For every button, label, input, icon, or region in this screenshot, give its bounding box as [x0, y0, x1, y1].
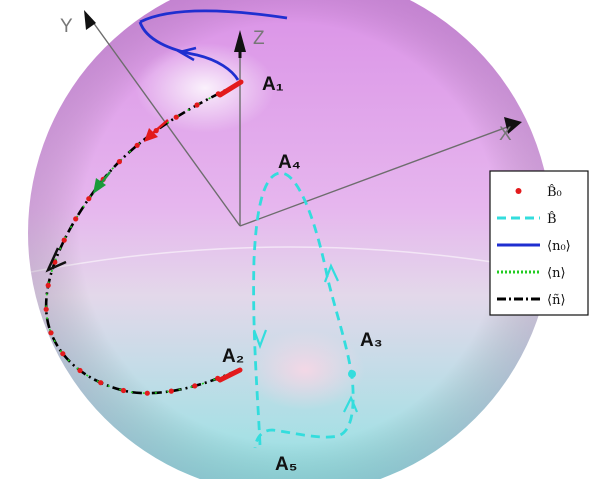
point-label-a5: A₅ [275, 454, 297, 475]
green-direction-arrow [93, 178, 106, 194]
sphere [28, 0, 552, 479]
point-label-a2: A₂ [222, 346, 244, 367]
n0-direction-arrow [176, 46, 197, 62]
b0-dot [215, 91, 221, 97]
legend: B̂₀ B̂ ⟨n₀⟩ ⟨n⟩ ⟨ñ⟩ [489, 170, 589, 316]
z-axis-arrowhead [234, 30, 246, 52]
b0-dot [43, 306, 49, 312]
b-hat-arrow-right [323, 263, 339, 283]
red-direction-arrow [144, 128, 158, 142]
b0-start-segment [217, 79, 244, 98]
b0-dot [45, 282, 51, 288]
b0-dot [215, 375, 221, 381]
a3-marker [348, 370, 356, 378]
legend-label-b-hat: B̂ [547, 211, 557, 227]
b0-dot [48, 330, 54, 336]
b0-dot [61, 237, 67, 243]
b0-dot [173, 114, 179, 120]
x-axis-arrowhead [504, 117, 522, 134]
legend-label-n-avg: ⟨n⟩ [547, 266, 566, 281]
z-axis-label: Z [253, 28, 265, 49]
y-axis-arrowhead [84, 10, 96, 30]
b0-dot [77, 367, 83, 374]
b-hat-arrow-left [252, 329, 268, 350]
b0-dot [192, 383, 198, 389]
legend-item-b-hat: B̂ [497, 211, 557, 227]
b-hat-arrow-bottom [343, 395, 359, 413]
b0-dot [98, 380, 104, 386]
point-label-a1: A₁ [262, 74, 284, 95]
legend-box [489, 170, 589, 316]
black-direction-arrow [45, 247, 67, 273]
legend-item-b0-hat: B̂₀ [515, 184, 562, 200]
b0-dot [116, 159, 122, 165]
point-label-a4: A₄ [278, 152, 301, 173]
b0-dot [86, 196, 92, 202]
x-axis-label: X [499, 124, 512, 145]
legend-item-n-tilde-avg: ⟨ñ⟩ [497, 293, 566, 308]
legend-label-n-tilde-avg: ⟨ñ⟩ [547, 293, 566, 308]
b0-dot [144, 390, 150, 396]
b0-dot [134, 142, 140, 148]
b0-dot [60, 351, 66, 357]
legend-swatch-b0-hat [515, 188, 522, 194]
legend-items: B̂₀ B̂ ⟨n₀⟩ ⟨n⟩ ⟨ñ⟩ [497, 184, 571, 308]
legend-label-b0-hat: B̂₀ [547, 184, 562, 200]
x-axis-line [239, 125, 511, 227]
n0-curve-top [139, 9, 288, 24]
y-axis-label: Y [60, 16, 73, 37]
b0-dot [120, 387, 127, 394]
b0-dot [168, 388, 174, 394]
b-hat-loop [252, 171, 355, 449]
point-label-a3: A₃ [360, 330, 383, 351]
legend-item-n0-avg: ⟨n₀⟩ [497, 239, 571, 254]
b0-dot [73, 216, 79, 222]
legend-item-n-avg: ⟨n⟩ [497, 266, 566, 281]
b0-dot [194, 102, 200, 108]
legend-label-n0-avg: ⟨n₀⟩ [547, 239, 571, 254]
b0-end-segment [217, 367, 243, 383]
n0-curve-lower [138, 21, 240, 81]
sphere-rim-shade [28, 0, 552, 479]
